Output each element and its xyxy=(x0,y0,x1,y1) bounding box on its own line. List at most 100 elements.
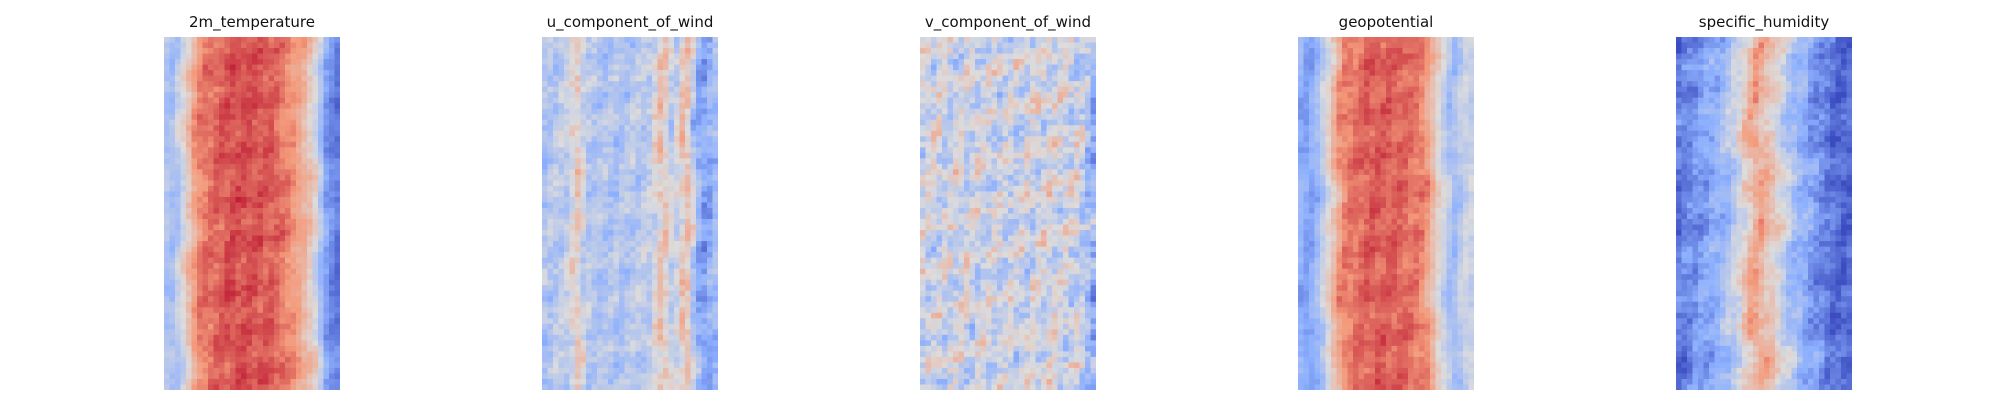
heatmap-cell xyxy=(197,196,204,204)
heatmap-cell xyxy=(641,103,648,110)
heatmap-cell xyxy=(701,312,708,319)
heatmap-cell xyxy=(947,180,954,187)
heatmap-cell xyxy=(674,296,681,303)
heatmap-cell xyxy=(958,92,965,99)
heatmap-cell xyxy=(553,274,560,281)
heatmap-cell xyxy=(679,340,686,347)
heatmap-cell xyxy=(1052,37,1059,44)
heatmap-cell xyxy=(553,356,560,364)
heatmap-cell xyxy=(1052,158,1059,165)
heatmap-cell xyxy=(1057,70,1064,77)
heatmap-cell xyxy=(597,367,604,375)
heatmap-cell xyxy=(701,367,708,375)
heatmap-cell xyxy=(641,296,648,303)
heatmap-cell xyxy=(169,224,176,231)
heatmap-cell xyxy=(597,70,604,77)
heatmap-cell xyxy=(646,147,653,154)
heatmap-cell xyxy=(668,169,675,176)
heatmap-cell xyxy=(1019,169,1026,176)
heatmap-cell xyxy=(252,136,259,143)
heatmap-cell xyxy=(986,42,993,49)
heatmap-cell xyxy=(701,263,708,270)
heatmap-cell xyxy=(175,274,182,281)
heatmap-cell xyxy=(641,136,648,143)
heatmap-cell xyxy=(635,81,642,88)
heatmap-cell xyxy=(263,230,270,237)
heatmap-cell xyxy=(186,230,193,237)
heatmap-cell xyxy=(630,70,637,77)
heatmap-cell xyxy=(230,257,237,264)
heatmap-cell xyxy=(1057,136,1064,143)
heatmap-cell xyxy=(701,174,708,182)
heatmap-cell xyxy=(301,257,308,264)
heatmap-cell xyxy=(685,202,692,209)
heatmap-cell xyxy=(701,307,708,314)
heatmap-cell xyxy=(197,70,204,77)
heatmap-cell xyxy=(936,64,943,71)
heatmap-cell xyxy=(213,301,220,308)
heatmap-cell xyxy=(296,103,303,110)
heatmap-cell xyxy=(608,318,615,325)
heatmap-cell xyxy=(597,219,604,226)
heatmap-cell xyxy=(191,274,198,281)
heatmap-cell xyxy=(920,92,927,99)
heatmap-cell xyxy=(980,108,987,115)
heatmap-cell xyxy=(652,345,659,352)
heatmap-cell xyxy=(323,285,330,292)
heatmap-cell xyxy=(569,362,576,369)
heatmap-cell xyxy=(318,141,325,148)
heatmap-cell xyxy=(547,296,554,303)
heatmap-cell xyxy=(674,114,681,121)
heatmap-cell xyxy=(925,108,932,115)
heatmap-cell xyxy=(241,125,248,132)
heatmap-cell xyxy=(252,378,259,386)
heatmap-cell xyxy=(947,59,954,66)
heatmap-cell xyxy=(219,207,226,215)
heatmap-cell xyxy=(942,92,949,99)
heatmap-cell xyxy=(1052,119,1059,126)
heatmap-cell xyxy=(619,252,626,259)
heatmap-cell xyxy=(307,268,314,275)
heatmap-cell xyxy=(329,158,336,165)
heatmap-cell xyxy=(285,213,292,220)
heatmap-cell xyxy=(602,345,609,352)
heatmap-cell xyxy=(679,158,686,165)
heatmap-cell xyxy=(257,141,264,148)
heatmap-cell xyxy=(569,37,576,44)
heatmap-cell xyxy=(936,108,943,115)
heatmap-cell xyxy=(542,378,549,386)
heatmap-cell xyxy=(191,246,198,253)
heatmap-cell xyxy=(969,92,976,99)
heatmap-cell xyxy=(208,169,215,176)
heatmap-cell xyxy=(646,141,653,148)
heatmap-cell xyxy=(613,230,620,237)
heatmap-cell xyxy=(169,152,176,159)
heatmap-cell xyxy=(619,318,626,325)
heatmap-cell xyxy=(580,64,587,71)
panel-2m-temperature: 2m_temperature xyxy=(164,10,340,390)
heatmap-cell xyxy=(235,230,242,237)
heatmap-cell xyxy=(307,323,314,330)
heatmap-cell xyxy=(246,114,253,121)
heatmap-cell xyxy=(679,268,686,275)
heatmap-cell xyxy=(547,108,554,115)
heatmap-cell xyxy=(279,219,286,226)
heatmap-cell xyxy=(920,180,927,187)
heatmap-cell xyxy=(553,362,560,369)
heatmap-cell xyxy=(619,196,626,204)
heatmap-cell xyxy=(268,351,275,358)
heatmap-cell xyxy=(312,318,319,325)
heatmap-cell xyxy=(663,241,670,248)
heatmap-cell xyxy=(252,274,259,281)
heatmap-cell xyxy=(307,307,314,314)
heatmap-cell xyxy=(312,301,319,308)
heatmap-cell xyxy=(652,59,659,66)
heatmap-cell xyxy=(186,340,193,347)
heatmap-cell xyxy=(942,37,949,44)
heatmap-cell xyxy=(630,351,637,358)
heatmap-cell xyxy=(619,81,626,88)
heatmap-cell xyxy=(958,97,965,104)
heatmap-cell xyxy=(674,241,681,248)
heatmap-cell xyxy=(230,235,237,242)
heatmap-cell xyxy=(334,42,340,49)
